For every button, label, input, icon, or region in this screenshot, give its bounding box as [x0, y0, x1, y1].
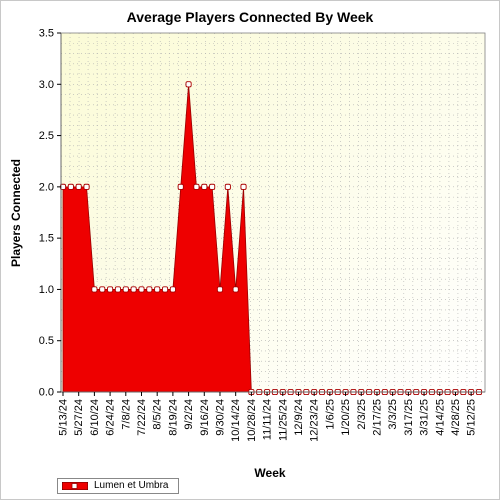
x-tick-label: 9/2/24 [183, 399, 195, 430]
data-point [224, 183, 231, 190]
x-tick-label: 3/3/25 [387, 399, 399, 430]
data-point [232, 286, 239, 293]
data-point [154, 286, 161, 293]
y-tick-label: 1.5 [39, 233, 54, 245]
x-tick-label: 6/24/24 [105, 399, 117, 436]
x-tick-label: 11/11/24 [262, 399, 274, 440]
x-axis-label: Week [254, 466, 286, 480]
data-point [75, 183, 82, 190]
x-tick-label: 4/28/25 [450, 399, 462, 436]
x-tick-label: 12/9/24 [293, 399, 305, 436]
data-point [193, 183, 200, 190]
x-tick-label: 7/8/24 [120, 399, 132, 430]
legend-label: Lumen et Umbra [94, 480, 169, 491]
data-point [83, 183, 90, 190]
data-point [114, 286, 121, 293]
data-point [107, 286, 114, 293]
data-point [177, 183, 184, 190]
legend: Lumen et Umbra [57, 478, 179, 494]
x-tick-label: 12/23/24 [309, 399, 321, 442]
y-tick-label: 0.0 [39, 387, 54, 399]
y-tick-label: 3.5 [39, 28, 54, 40]
data-point [67, 183, 74, 190]
y-tick-label: 2.0 [39, 181, 54, 193]
x-tick-label: 6/10/24 [89, 399, 101, 436]
x-tick-label: 2/3/25 [356, 399, 368, 430]
data-point [185, 81, 192, 88]
x-tick-label: 5/13/24 [58, 399, 70, 436]
x-tick-label: 2/17/25 [371, 399, 383, 436]
data-point [169, 286, 176, 293]
x-tick-label: 3/17/25 [403, 399, 415, 436]
x-tick-label: 1/20/25 [340, 399, 352, 436]
plot-border [60, 32, 486, 393]
data-point [122, 286, 129, 293]
y-tick-label: 2.5 [39, 130, 54, 142]
data-point [146, 286, 153, 293]
x-tick-label: 8/5/24 [152, 399, 164, 430]
data-point [161, 286, 169, 293]
x-tick-label: 3/31/25 [419, 399, 431, 436]
data-point [240, 183, 247, 190]
data-point [201, 183, 208, 190]
data-point [91, 286, 98, 293]
data-point [209, 183, 216, 190]
chart-title: Average Players Connected By Week [126, 9, 374, 25]
x-tick-label: 1/6/25 [324, 399, 336, 430]
x-tick-label: 9/30/24 [214, 399, 226, 436]
data-point [216, 286, 224, 293]
x-tick-label: 4/14/25 [434, 399, 446, 436]
x-tick-label: 10/28/24 [246, 399, 258, 442]
y-tick-label: 1.0 [39, 284, 54, 296]
data-point [138, 286, 145, 293]
x-tick-label: 5/27/24 [73, 399, 85, 436]
x-tick-label: 7/22/24 [136, 399, 148, 436]
y-tick-label: 3.0 [39, 79, 54, 91]
x-tick-label: 11/25/24 [277, 399, 289, 441]
y-tick-label: 0.5 [39, 335, 54, 347]
x-tick-label: 8/19/24 [167, 399, 179, 436]
x-tick-label: 10/14/24 [230, 399, 242, 442]
x-tick-label: 9/16/24 [199, 399, 211, 436]
data-point [130, 286, 137, 293]
legend-swatch-icon [62, 482, 88, 490]
x-tick-label: 5/12/25 [466, 399, 478, 436]
data-point [99, 286, 106, 293]
